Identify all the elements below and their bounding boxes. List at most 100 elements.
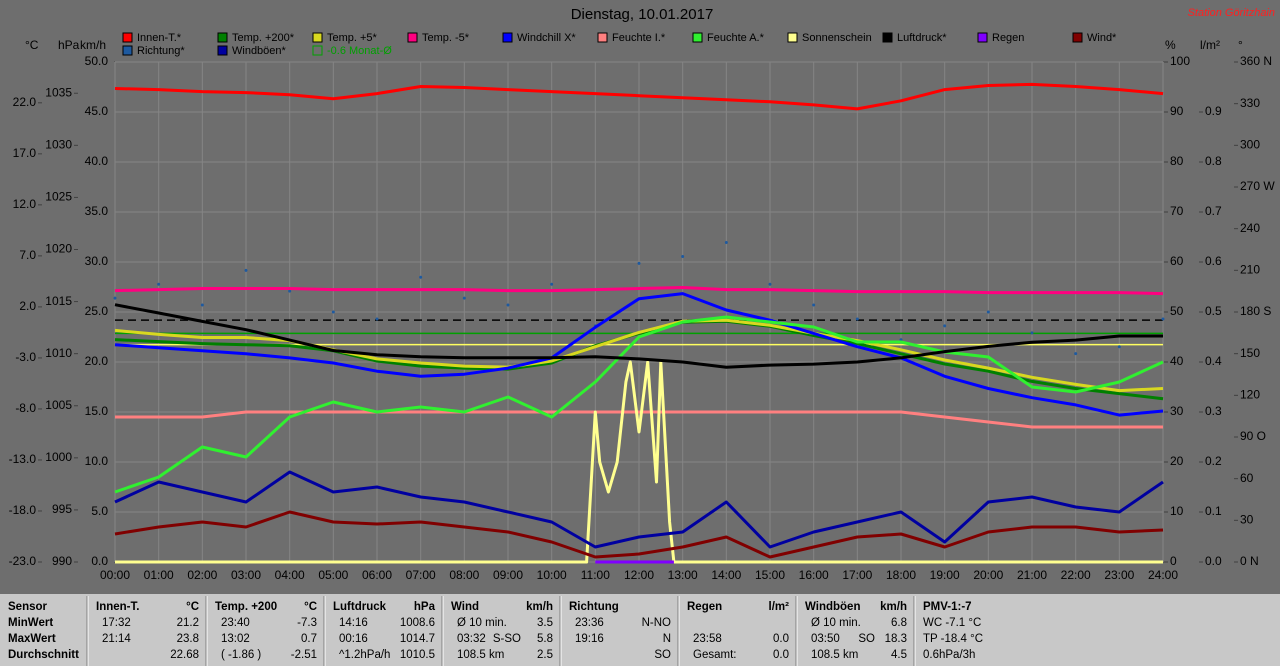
table-cell: SO <box>654 649 671 661</box>
table-cell: 22.68 <box>170 649 199 661</box>
y-tick-label: 20.0 <box>85 354 109 368</box>
y-tick-label: 0.9 <box>1205 104 1222 118</box>
direction-dot <box>1117 345 1121 349</box>
legend-label: -0.6 Monat-Ø <box>327 45 392 57</box>
legend-label: Richtung* <box>137 45 185 57</box>
table-header: Regen <box>687 601 722 613</box>
y-tick-label: 0.4 <box>1205 354 1222 368</box>
table-cell: MinWert <box>8 617 53 629</box>
axis-unit: km/h <box>80 38 106 52</box>
table-cell: 21:14 <box>102 633 131 645</box>
series-line <box>115 410 1163 429</box>
y-tick-label: 5.0 <box>91 504 108 518</box>
x-tick-label: 11:00 <box>581 568 610 582</box>
x-tick-label: 16:00 <box>799 568 829 582</box>
series-line <box>115 360 1163 564</box>
legend-swatch <box>1072 32 1083 43</box>
x-tick-label: 12:00 <box>624 568 654 582</box>
legend-swatch <box>882 32 893 43</box>
y-tick-label: 50 <box>1170 304 1184 318</box>
legend-label: Innen-T.* <box>137 32 182 44</box>
legend-label: Temp. -5* <box>422 32 470 44</box>
y-tick-label: -8.0 <box>15 401 36 415</box>
table-cell: 19:16 <box>575 633 604 645</box>
x-tick-label: 13:00 <box>668 568 698 582</box>
y-tick-label: 15.0 <box>85 404 109 418</box>
direction-dot <box>157 282 161 286</box>
series-line <box>114 303 1163 369</box>
y-tick-label: 60 <box>1240 471 1254 485</box>
axis-unit: % <box>1165 38 1176 52</box>
legend-label: Feuchte I.* <box>612 32 666 44</box>
table-cell: 17:32 <box>102 617 131 629</box>
legend-label: Temp. +5* <box>327 32 378 44</box>
legend-label: Sonnenschein <box>802 32 872 44</box>
table-cell: S-SO <box>493 633 521 645</box>
table-cell: 1008.6 <box>400 617 435 629</box>
direction-dot <box>681 254 685 258</box>
table-cell: MaxWert <box>8 633 56 645</box>
table-cell: -2.51 <box>291 649 317 661</box>
series-line <box>114 470 1164 549</box>
y-tick-label: -23.0 <box>9 554 37 568</box>
direction-dot <box>419 275 423 279</box>
y-tick-label: 30 <box>1170 404 1184 418</box>
table-header: Windböen <box>805 601 860 613</box>
table-cell: 0.0 <box>773 633 789 645</box>
direction-dot <box>462 296 466 300</box>
y-tick-label: 1025 <box>45 190 72 204</box>
legend-label: Temp. +200* <box>232 32 295 44</box>
y-tick-label: 10 <box>1170 504 1184 518</box>
y-tick-label: 300 <box>1240 138 1260 152</box>
station: Station Göritzhain <box>1188 7 1275 19</box>
y-tick-label: 80 <box>1170 154 1184 168</box>
table-cell: N <box>663 633 671 645</box>
y-tick-label: 995 <box>52 502 72 516</box>
direction-dot <box>1030 331 1034 335</box>
table-cell: 2.5 <box>537 649 553 661</box>
direction-dot <box>812 303 816 307</box>
x-tick-label: 20:00 <box>973 568 1003 582</box>
y-tick-label: 0.6 <box>1205 254 1222 268</box>
legend-swatch <box>977 32 988 43</box>
direction-dot <box>1161 317 1165 321</box>
table-cell: 23:58 <box>693 633 722 645</box>
x-tick-label: 17:00 <box>842 568 872 582</box>
direction-dot <box>986 310 990 314</box>
y-tick-label: 17.0 <box>13 146 37 160</box>
y-tick-label: 1005 <box>45 398 72 412</box>
axis-unit: °C <box>25 38 39 52</box>
series-line <box>114 315 1164 494</box>
y-tick-label: 1000 <box>45 450 72 464</box>
x-tick-label: 07:00 <box>406 568 436 582</box>
legend-label: Wind* <box>1087 32 1117 44</box>
y-tick-label: 0.3 <box>1205 404 1222 418</box>
x-tick-label: 04:00 <box>275 568 305 582</box>
direction-dot <box>855 317 859 321</box>
axis-unit: ° <box>1238 38 1243 52</box>
y-tick-label: 240 <box>1240 221 1260 235</box>
y-tick-label: 2.0 <box>19 299 36 313</box>
y-tick-label: 270 W <box>1240 179 1275 193</box>
y-tick-label: 0.5 <box>1205 304 1222 318</box>
table-cell: 3.5 <box>537 617 553 629</box>
table-header: PMV-1:-7 <box>923 601 972 613</box>
legend-swatch <box>122 32 133 43</box>
y-tick-label: 990 <box>52 554 72 568</box>
legend-swatch <box>597 32 608 43</box>
y-tick-label: 1020 <box>45 242 72 256</box>
y-tick-label: 1035 <box>45 85 72 99</box>
y-tick-label: 360 N <box>1240 54 1272 68</box>
table-cell: -7.3 <box>297 617 317 629</box>
y-tick-label: 0.0 <box>91 554 108 568</box>
y-tick-label: 0.7 <box>1205 204 1222 218</box>
direction-dot <box>637 261 641 265</box>
y-tick-label: 12.0 <box>13 197 37 211</box>
table-background <box>0 594 1280 666</box>
table-header: hPa <box>414 601 436 613</box>
legend-swatch <box>217 32 228 43</box>
table-header: Wind <box>451 601 479 613</box>
legend-label: Windchill X* <box>517 32 576 44</box>
